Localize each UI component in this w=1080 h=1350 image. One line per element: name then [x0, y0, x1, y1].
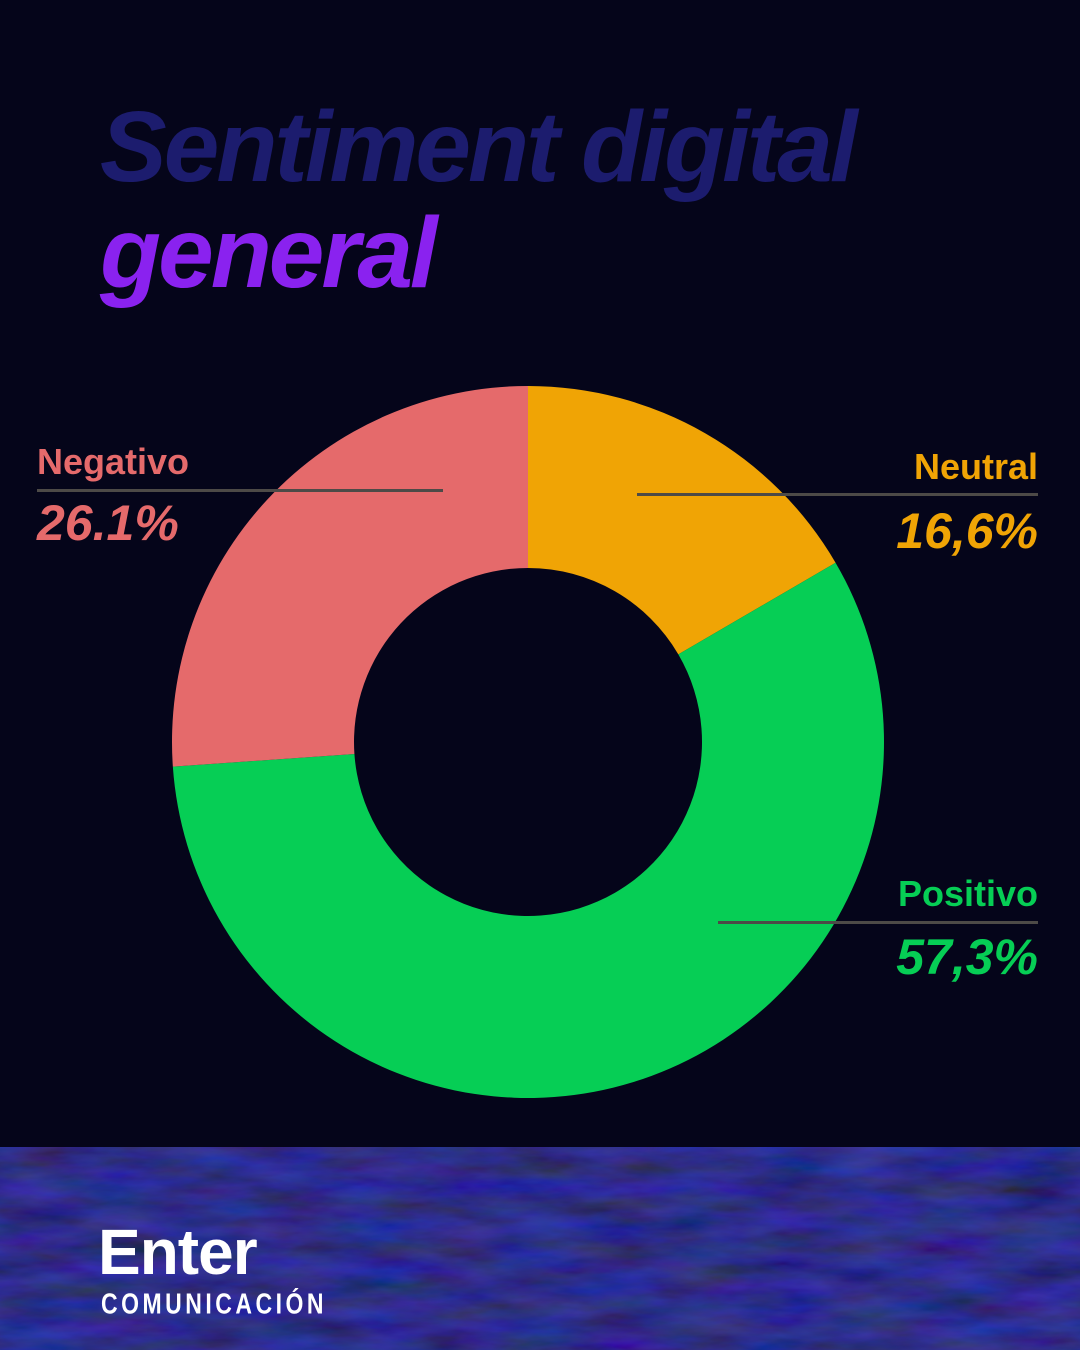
title-line-2: general	[100, 197, 438, 309]
positivo-label: Positivo	[897, 873, 1038, 914]
title-line-1: Sentiment digital	[100, 91, 858, 203]
positivo-leader-line	[718, 921, 1038, 924]
brand-logo-enter: Enter	[98, 1216, 258, 1288]
brand-logo-sub: COMUNICACIÓN	[101, 1287, 327, 1320]
donut-segment-negativo	[171, 386, 529, 767]
negativo-value: 26.1%	[37, 495, 179, 551]
positivo-value: 57,3%	[896, 929, 1038, 985]
donut-segment-neutral	[528, 386, 836, 655]
callout-positivo: Positivo 57,3%	[718, 873, 1038, 982]
donut-segment-positivo	[172, 562, 884, 1098]
neutral-value: 16,6%	[896, 503, 1038, 559]
negativo-leader-line	[37, 489, 443, 492]
negativo-label: Negativo	[37, 441, 190, 482]
callout-negativo: Negativo 26.1%	[37, 441, 447, 548]
callout-neutral: Neutral 16,6%	[637, 446, 1038, 556]
neutral-label: Neutral	[913, 446, 1038, 487]
neutral-leader-line	[637, 493, 1038, 496]
